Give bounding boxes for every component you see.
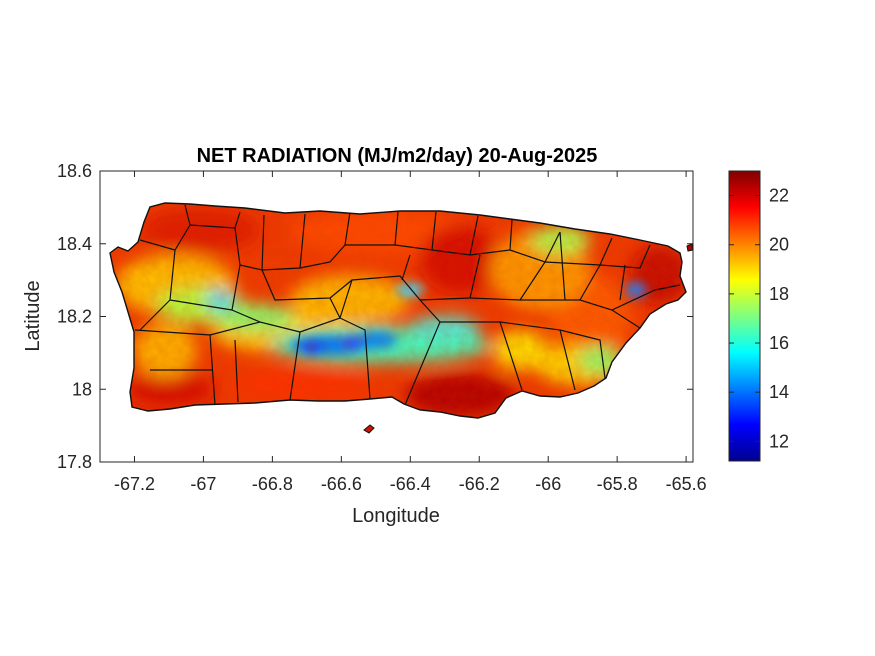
x-tick-label: -66.6	[321, 474, 362, 494]
y-tick-label: 17.8	[57, 452, 92, 472]
y-tick-label: 18.2	[57, 307, 92, 327]
chart-title: NET RADIATION (MJ/m2/day) 20-Aug-2025	[197, 145, 598, 167]
x-tick-label: -67.2	[114, 474, 155, 494]
y-tick-label: 18.6	[57, 161, 92, 181]
radiation-heatmap	[110, 203, 686, 418]
cayo-east-island	[686, 243, 694, 252]
x-tick-label: -66.4	[390, 474, 431, 494]
colorbar-tick-label: 18	[769, 284, 789, 304]
y-axis: 18.6 18.4 18.2 18 17.8	[57, 161, 693, 472]
x-tick-label: -66.8	[252, 474, 293, 494]
x-axis: -67.2 -67 -66.8 -66.6 -66.4 -66.2 -66 -65.8 -65.…	[114, 171, 707, 494]
x-tick-label: -66.2	[459, 474, 500, 494]
y-axis-label: Latitude	[22, 280, 44, 351]
x-tick-label: -65.8	[597, 474, 638, 494]
colorbar	[728, 170, 761, 462]
colorbar-ticks: 22 20 18 16 14 12	[729, 186, 789, 451]
colorbar-tick-label: 14	[769, 382, 789, 402]
colorbar-tick-label: 12	[769, 431, 789, 451]
colorbar-tick-label: 16	[769, 333, 789, 353]
x-tick-label: -67	[190, 474, 216, 494]
caja-de-muertos-island	[363, 424, 375, 434]
y-tick-label: 18.4	[57, 234, 92, 254]
y-tick-label: 18	[72, 379, 92, 399]
x-tick-label: -65.6	[666, 474, 707, 494]
x-axis-label: Longitude	[352, 505, 440, 527]
colorbar-tick-label: 20	[769, 235, 789, 255]
municipality-boundaries	[134, 204, 681, 406]
colorbar-tick-label: 22	[769, 186, 789, 206]
x-tick-label: -66	[535, 474, 561, 494]
